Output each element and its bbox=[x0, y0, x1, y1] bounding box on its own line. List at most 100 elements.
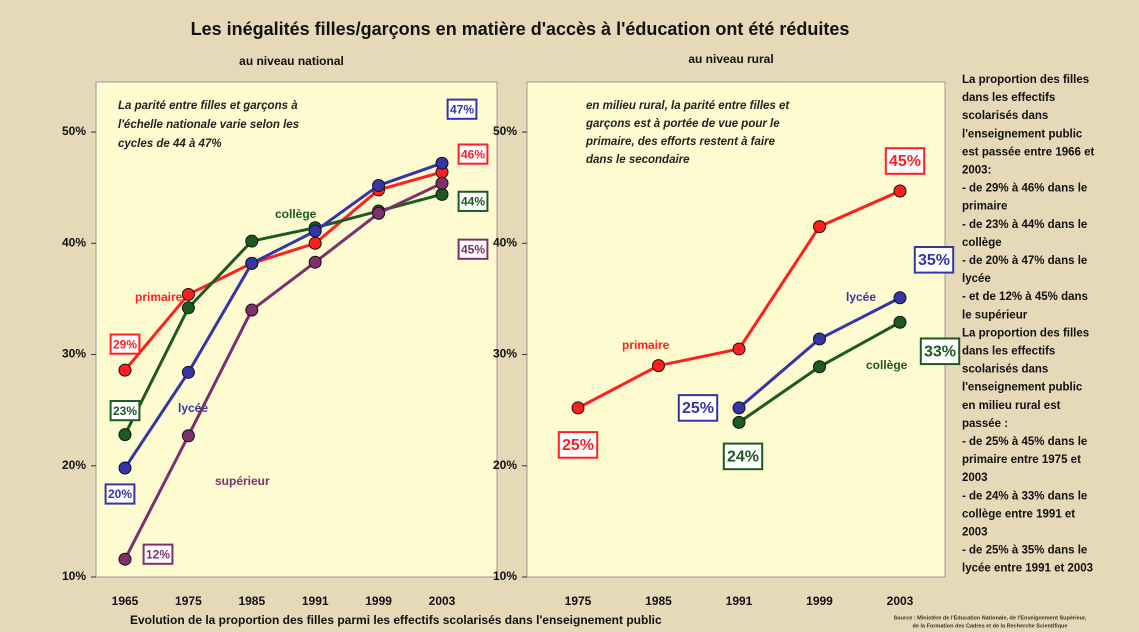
sidebar-text: - de 25% à 35% dans le bbox=[962, 545, 1087, 557]
series-line bbox=[123, 161, 443, 469]
data-point bbox=[732, 342, 746, 356]
value-label-box bbox=[919, 337, 961, 366]
data-point bbox=[435, 156, 449, 170]
chart-subtitle: au niveau national bbox=[239, 54, 344, 68]
data-point bbox=[308, 224, 322, 238]
value-label-box bbox=[142, 543, 174, 565]
x-tick-label: 1985 bbox=[238, 594, 265, 608]
data-point bbox=[118, 363, 132, 377]
value-label-box bbox=[457, 190, 489, 212]
value-label-box bbox=[913, 245, 955, 274]
value-label: 47% bbox=[450, 102, 474, 116]
sidebar-text: collège bbox=[962, 237, 1002, 249]
sidebar-text: - de 20% à 47% dans le bbox=[962, 255, 1087, 267]
sidebar-text: 2003 bbox=[962, 527, 988, 539]
value-label-box bbox=[457, 238, 489, 260]
annotation: primaire, des efforts restent à faire bbox=[585, 136, 776, 148]
y-tick-label: 10% bbox=[62, 569, 86, 583]
y-tick-label: 30% bbox=[62, 347, 86, 361]
sidebar-text: 2003 bbox=[962, 472, 988, 484]
series-line bbox=[123, 170, 443, 372]
data-point bbox=[181, 301, 195, 315]
data-point bbox=[118, 428, 132, 442]
x-tick-label: 2003 bbox=[429, 594, 456, 608]
data-point bbox=[245, 303, 259, 317]
value-label: 45% bbox=[889, 153, 921, 170]
data-point bbox=[181, 365, 195, 379]
data-point bbox=[245, 256, 259, 270]
value-label: 29% bbox=[113, 337, 137, 351]
value-label: 25% bbox=[562, 437, 594, 454]
x-tick-label: 1999 bbox=[365, 594, 392, 608]
data-point bbox=[245, 234, 259, 248]
sidebar-text: scolarisés dans bbox=[962, 110, 1048, 122]
y-tick-label: 20% bbox=[493, 458, 517, 472]
plot-area bbox=[95, 81, 498, 578]
value-label-box bbox=[109, 400, 141, 422]
sidebar-text: le supérieur bbox=[962, 309, 1028, 321]
value-label-box bbox=[457, 143, 489, 165]
sidebar-text: - de 23% à 44% dans le bbox=[962, 219, 1087, 231]
data-point bbox=[435, 176, 449, 190]
value-label: 33% bbox=[924, 343, 956, 360]
data-point bbox=[652, 359, 665, 373]
data-point bbox=[372, 206, 386, 220]
sidebar-text: l'enseignement public bbox=[962, 128, 1083, 140]
value-label: 35% bbox=[918, 252, 950, 269]
sidebar-text: lycée entre 1991 et 2003 bbox=[962, 563, 1093, 575]
sidebar-text: - et de 12% à 45% dans bbox=[962, 291, 1088, 303]
y-tick-label: 40% bbox=[62, 235, 86, 249]
series-label: primaire bbox=[622, 338, 670, 352]
x-tick-label: 1975 bbox=[175, 594, 202, 608]
sidebar-text: passée : bbox=[962, 418, 1008, 430]
value-label-box bbox=[722, 442, 764, 471]
y-tick-label: 20% bbox=[62, 458, 86, 472]
data-point bbox=[118, 552, 132, 566]
sidebar-text: 2003: bbox=[962, 165, 991, 177]
annotation: garçons est à portée de vue pour le bbox=[585, 118, 780, 130]
data-point bbox=[181, 287, 195, 301]
sidebar-text: primaire entre 1975 et bbox=[962, 454, 1081, 466]
sidebar-text: - de 24% à 33% dans le bbox=[962, 490, 1087, 502]
data-point bbox=[732, 401, 746, 415]
y-tick-label: 30% bbox=[493, 347, 517, 361]
value-label-box bbox=[109, 333, 141, 355]
series-label: collège bbox=[275, 207, 317, 221]
x-tick-label: 2003 bbox=[887, 594, 914, 608]
data-point bbox=[813, 360, 826, 374]
sidebar-text: lycée bbox=[962, 273, 991, 285]
sidebar-text: - de 25% à 45% dans le bbox=[962, 436, 1087, 448]
y-tick-label: 50% bbox=[62, 124, 86, 138]
data-point bbox=[118, 461, 132, 475]
data-point bbox=[813, 332, 826, 346]
series-label: supérieur bbox=[215, 474, 270, 488]
x-tick-label: 1965 bbox=[112, 594, 139, 608]
data-point bbox=[571, 401, 585, 415]
y-tick-label: 50% bbox=[493, 124, 517, 138]
x-tick-label: 1991 bbox=[302, 594, 329, 608]
sidebar-text: primaire bbox=[962, 201, 1007, 213]
sidebar-text: - de 29% à 46% dans le bbox=[962, 183, 1087, 195]
sidebar-text: dans les effectifs bbox=[962, 92, 1055, 104]
sidebar-text: dans les effectifs bbox=[962, 346, 1055, 358]
data-point bbox=[308, 236, 322, 250]
y-tick-label: 10% bbox=[493, 569, 517, 583]
plot-area bbox=[526, 81, 946, 578]
source: de la Formation des Cadres et de la Rech… bbox=[913, 623, 1068, 629]
series-label: primaire bbox=[135, 290, 183, 304]
value-label-box bbox=[677, 394, 719, 422]
sidebar-text: en milieu rural est bbox=[962, 400, 1061, 412]
caption: Evolution de la proportion des filles pa… bbox=[130, 613, 662, 627]
data-point bbox=[893, 184, 907, 198]
value-label: 45% bbox=[461, 242, 485, 256]
data-point bbox=[372, 178, 386, 192]
x-tick-label: 1975 bbox=[565, 594, 592, 608]
value-label: 23% bbox=[113, 404, 137, 418]
data-point bbox=[435, 187, 449, 201]
value-label-box bbox=[884, 147, 926, 175]
value-label-box bbox=[557, 431, 599, 459]
data-point bbox=[308, 255, 322, 269]
data-point bbox=[813, 220, 826, 234]
annotation: cycles de 44 à 47% bbox=[118, 138, 222, 150]
annotation: l'échelle nationale varie selon les bbox=[118, 119, 299, 131]
